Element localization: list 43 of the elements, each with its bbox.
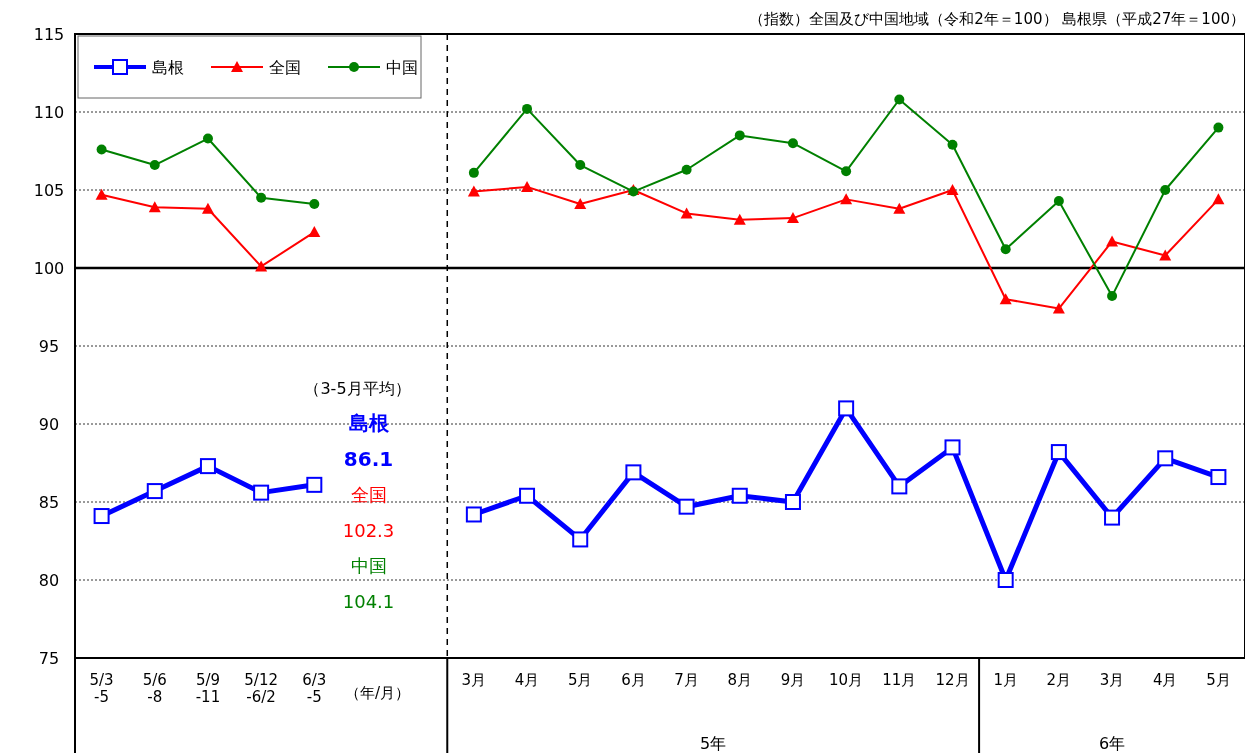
y-tick-label: 105 [33, 181, 65, 200]
annotation: 島根 [348, 411, 390, 436]
text: （年/月） [344, 684, 411, 702]
y-tick-label: 90 [38, 415, 60, 434]
text: 6年 [1098, 734, 1126, 753]
x-tick-label: 5月 [1206, 671, 1231, 689]
text: 5年 [700, 734, 727, 753]
x-tick-label: 11月 [882, 671, 917, 689]
y-tick-label: 100 [33, 259, 65, 278]
annotation: 104.1 [342, 590, 395, 612]
x-tick-label: 7月 [674, 671, 699, 689]
x-tick-label: 4月 [514, 671, 540, 689]
chart-title: （指数）全国及び中国地域（令和2年＝100） 島根県（平成27年＝100） [749, 10, 1245, 28]
legend-label: 中国 [386, 58, 418, 77]
annotation: （3-5月平均） [304, 379, 411, 399]
y-tick-label: 85 [38, 493, 60, 512]
annotation: 86.1 [343, 446, 394, 471]
x-tick-label: 2月 [1046, 671, 1072, 689]
legend-label: 島根 [152, 58, 184, 77]
x-tick-label: 1月 [993, 671, 1018, 689]
y-tick-label: 95 [38, 337, 60, 356]
y-tick-label: 110 [33, 103, 65, 122]
annotation: 102.3 [342, 519, 395, 541]
legend-label: 全国 [269, 58, 301, 77]
x-tick-label: 9月 [780, 671, 806, 689]
x-tick-label: 5/9 -11 [195, 671, 221, 706]
x-tick-label: 5/3 -5 [89, 671, 114, 706]
annotation: 全国 [350, 484, 387, 506]
x-tick-label: 4月 [1152, 671, 1178, 689]
x-tick-label: 5/12 -6/2 [244, 671, 278, 706]
x-tick-label: 3月 [461, 671, 487, 689]
x-tick-label: 10月 [829, 671, 864, 689]
annotation: 中国 [350, 555, 387, 577]
x-tick-label: 12月 [935, 671, 970, 689]
y-tick-label: 80 [38, 571, 60, 590]
x-tick-label: 3月 [1099, 671, 1125, 689]
y-tick-label: 115 [33, 25, 65, 44]
x-tick-label: 5/6 -8 [142, 671, 167, 706]
x-tick-label: 8月 [727, 671, 753, 689]
x-tick-label: 5月 [567, 671, 593, 689]
y-tick-label: 75 [38, 649, 60, 668]
x-tick-label: 6/3 -5 [302, 671, 327, 706]
x-tick-label: 6月 [621, 671, 646, 689]
